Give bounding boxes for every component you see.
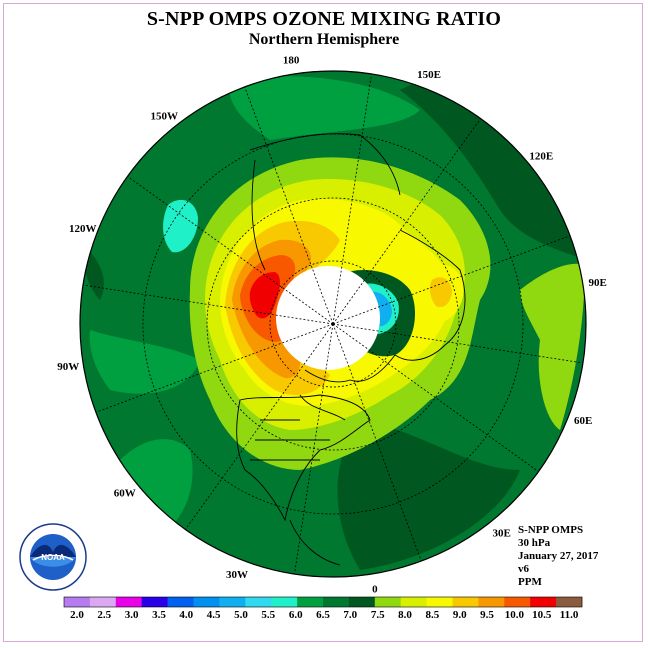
colorbar-tick-label: 11.0 — [560, 609, 579, 621]
longitude-label: 120W — [69, 223, 97, 235]
colorbar-tick-label: 8.5 — [426, 609, 440, 621]
colorbar-segment — [504, 597, 531, 607]
colorbar-segment — [323, 597, 350, 607]
colorbar-segment — [219, 597, 246, 607]
ozone-band-9 — [429, 277, 452, 308]
colorbar-segment — [348, 597, 376, 607]
ozone-band-75 — [520, 263, 585, 430]
info-version: v6 — [518, 563, 529, 575]
colorbar-tick-label: 5.0 — [234, 609, 248, 621]
longitude-labels: 90E 60E 30E 0 30W 60W 90W 120W 150W 180 150E 120E — [57, 54, 607, 595]
coastlines — [236, 133, 466, 566]
info-block: S-NPP OMPS 30 hPa January 27, 2017 v6 PP… — [518, 524, 598, 589]
colorbar-tick-label: 9.0 — [453, 609, 467, 621]
map-border — [79, 70, 587, 578]
colorbar-tick-label: 5.5 — [261, 609, 275, 621]
figure-frame — [3, 3, 643, 642]
colorbar-segment — [271, 597, 298, 607]
latitude-circles — [142, 133, 524, 515]
ozone-band-65 — [229, 76, 420, 140]
ozone-band-dark — [337, 420, 520, 570]
colorbar-tick-label: 9.5 — [480, 609, 494, 621]
ozone-band-dark — [400, 71, 585, 260]
colorbar-segment — [530, 597, 557, 607]
info-level: 30 hPa — [518, 537, 551, 549]
colorbar-segment — [556, 597, 583, 607]
info-units: PPM — [518, 576, 542, 588]
colorbar: 2.0 2.5 3.0 3.5 4.0 4.5 5.0 5.5 6.0 6.5 7.0 7.5 8.0 8… — [63, 596, 583, 621]
longitude-label: 150E — [417, 69, 441, 81]
longitude-label: 60W — [114, 488, 136, 500]
colorbar-tick-label: 6.5 — [316, 609, 330, 621]
colorbar-segment — [64, 597, 91, 607]
colorbar-segment — [193, 597, 220, 607]
longitude-label: 90E — [589, 277, 607, 289]
ozone-band-105 — [249, 272, 280, 319]
colorbar-tick-label: 8.0 — [398, 609, 412, 621]
colorbar-segment — [167, 597, 194, 607]
colorbar-segment — [452, 597, 479, 607]
meridians — [82, 71, 584, 577]
noaa-logo: NOAA — [19, 523, 87, 591]
map-subtitle: Northern Hemisphere — [248, 31, 400, 48]
longitude-label: 30W — [226, 569, 248, 581]
longitude-label: 30E — [493, 527, 511, 539]
colorbar-segment — [115, 597, 142, 607]
colorbar-segment — [141, 597, 168, 607]
colorbar-tick-label: 3.5 — [152, 609, 166, 621]
polar-data-gap — [276, 266, 380, 370]
logo-text: NOAA — [41, 553, 65, 562]
colorbar-segment — [245, 597, 272, 607]
colorbar-tick-label: 7.0 — [343, 609, 357, 621]
colorbar-tick-label: 4.5 — [207, 609, 221, 621]
colorbar-tick-label: 2.0 — [70, 609, 84, 621]
colorbar-segment — [374, 597, 401, 607]
longitude-label: 150W — [151, 111, 179, 123]
colorbar-tick-label: 4.0 — [179, 609, 193, 621]
info-instrument: S-NPP OMPS — [518, 524, 584, 536]
colorbar-border — [63, 596, 583, 608]
colorbar-tick-label: 6.0 — [289, 609, 303, 621]
ozone-low-cyan — [163, 199, 198, 253]
info-date: January 27, 2017 — [518, 550, 599, 562]
colorbar-tick-label: 3.0 — [125, 609, 139, 621]
colorbar-segment — [400, 597, 427, 607]
longitude-label: 120E — [529, 150, 553, 162]
colorbar-segment — [426, 597, 453, 607]
colorbar-segment — [297, 597, 324, 607]
ozone-field — [80, 71, 586, 577]
colorbar-tick-label: 2.5 — [97, 609, 111, 621]
longitude-label: 0 — [372, 584, 378, 596]
map-title: S-NPP OMPS OZONE MIXING RATIO — [146, 8, 502, 30]
colorbar-segment — [478, 597, 505, 607]
longitude-label: 90W — [57, 361, 79, 373]
colorbar-tick-label: 10.0 — [505, 609, 525, 621]
colorbar-tick-label: 7.5 — [371, 609, 385, 621]
colorbar-segment — [89, 597, 117, 607]
longitude-label: 180 — [283, 54, 300, 66]
longitude-label: 60E — [574, 415, 592, 427]
colorbar-tick-label: 10.5 — [532, 609, 552, 621]
ozone-band-65 — [89, 330, 200, 394]
